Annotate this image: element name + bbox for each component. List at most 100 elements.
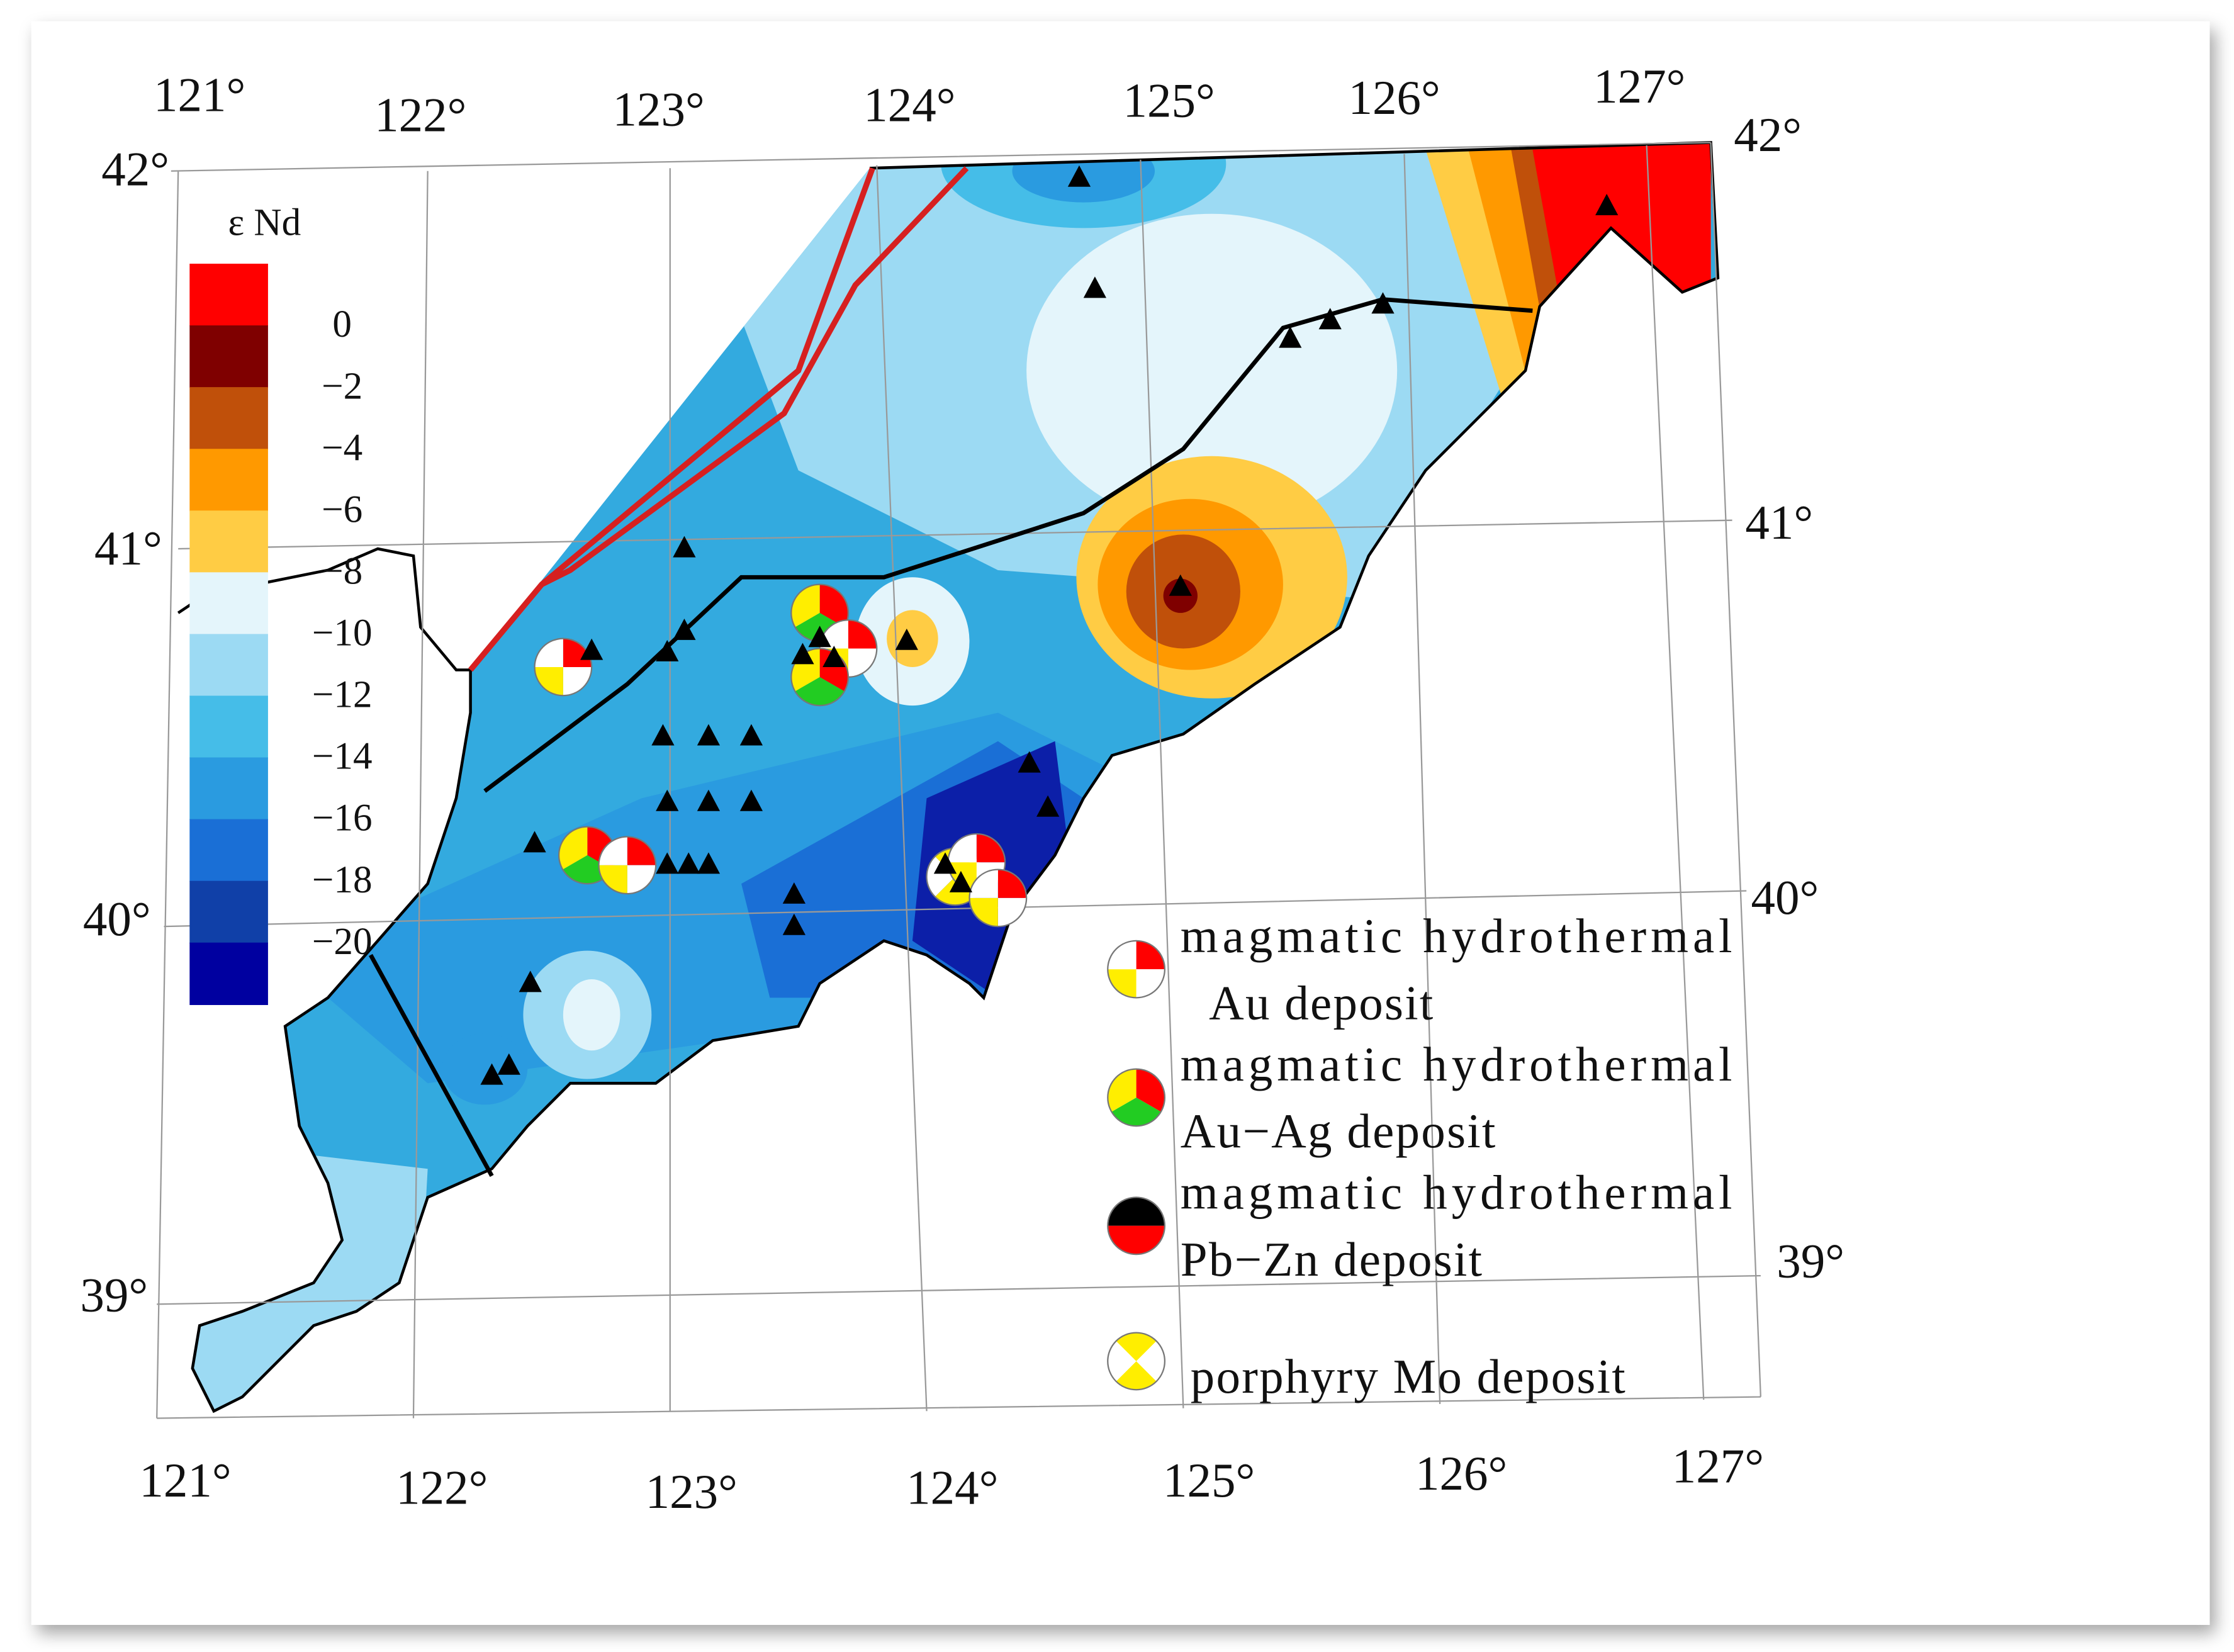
- lon-label: 125°: [1163, 1453, 1255, 1507]
- legend-text: magmatic hydrothermal: [1181, 1166, 1734, 1220]
- sample-site: [480, 1063, 503, 1085]
- lon-label: 122°: [374, 87, 466, 142]
- coastline: [191, 141, 1720, 1413]
- pie-sector: [563, 666, 592, 696]
- pie-sector: [1108, 1340, 1137, 1381]
- sample-site: [739, 724, 763, 746]
- sample-site: [791, 643, 814, 665]
- colorbar-label: −8: [322, 550, 362, 592]
- sample-site: [673, 536, 696, 558]
- lon-label: 127°: [1672, 1439, 1764, 1493]
- sample-site: [1371, 292, 1395, 314]
- sample-site: [1595, 194, 1619, 215]
- colorbar-label: −14: [312, 736, 373, 778]
- sample-site: [523, 831, 546, 853]
- lon-label: 126°: [1348, 70, 1440, 125]
- pie-sector: [534, 638, 563, 667]
- pie-sector: [969, 897, 998, 927]
- legend-text: magmatic hydrothermal: [1181, 1037, 1734, 1091]
- colorbar-label: −16: [312, 797, 373, 840]
- lon-label: 123°: [646, 1464, 738, 1519]
- pie-outline: [534, 638, 593, 697]
- colorbar-label: 0: [332, 303, 352, 346]
- sample-site: [1018, 751, 1041, 773]
- pie-outline: [790, 648, 850, 707]
- pie-sector: [1116, 1332, 1157, 1361]
- pie-sector: [997, 869, 1027, 898]
- pie-sector: [848, 648, 877, 677]
- lon-label: 127°: [1593, 59, 1685, 113]
- legend-text: magmatic hydrothermal: [1181, 909, 1734, 963]
- pie-outline: [1107, 940, 1166, 999]
- legend: magmatic hydrothermal Au deposit magmatic …: [1107, 909, 1734, 1403]
- colorbar-label: −12: [312, 674, 373, 716]
- lon-label: 122°: [396, 1460, 488, 1514]
- sample-site: [1036, 795, 1060, 817]
- colorbar-label: −2: [322, 365, 362, 407]
- pie-sector: [534, 666, 563, 696]
- pie-sector: [969, 869, 998, 898]
- lat-label: 41°: [94, 521, 162, 575]
- sample-site: [697, 852, 721, 874]
- pie-sector: [598, 836, 627, 865]
- pie-sector: [948, 833, 977, 863]
- pie-sector: [1136, 940, 1165, 970]
- colorbar-band: [189, 634, 268, 697]
- colorbar-label: −4: [322, 427, 362, 469]
- colorbar-band: [189, 757, 268, 820]
- legend-text: Pb−Zn deposit: [1181, 1232, 1483, 1286]
- lon-label: 124°: [863, 78, 955, 132]
- legend-text: Au deposit: [1209, 975, 1434, 1030]
- lon-label: 121°: [154, 68, 245, 122]
- colorbar-band: [189, 264, 268, 327]
- sample-site: [822, 645, 846, 667]
- sample-site: [782, 882, 805, 904]
- sample-site: [1318, 308, 1342, 330]
- lat-label: 41°: [1745, 495, 1813, 549]
- lat-label: 40°: [83, 892, 151, 946]
- lon-label: 126°: [1415, 1446, 1507, 1500]
- sample-site: [1067, 165, 1091, 187]
- pie-sector: [1136, 1340, 1165, 1381]
- sample-site: [656, 639, 679, 661]
- pie-sector: [627, 865, 656, 894]
- pie-sector: [1108, 1225, 1165, 1255]
- pie-outline: [1107, 1068, 1166, 1127]
- pie-outline: [598, 836, 657, 895]
- pie-sector: [795, 677, 845, 706]
- sample-site: [677, 852, 700, 874]
- sample-site: [697, 724, 721, 746]
- pie-outline: [1107, 1196, 1166, 1256]
- lon-label: 124°: [906, 1460, 998, 1514]
- colorbar-band: [189, 449, 268, 512]
- sample-site: [497, 1053, 520, 1075]
- pie-sector: [598, 865, 627, 894]
- lat-label: 39°: [80, 1268, 148, 1322]
- boundary-line: [369, 953, 494, 1177]
- fault: [468, 167, 875, 672]
- colorbar-label: −6: [322, 488, 362, 531]
- lon-label: 123°: [612, 82, 704, 136]
- pie-sector: [1108, 969, 1137, 998]
- lat-label: 42°: [1734, 108, 1802, 162]
- lat-label: 42°: [101, 142, 169, 196]
- pie-sector: [926, 856, 955, 897]
- sample-site: [673, 618, 696, 640]
- pie-sector: [627, 836, 656, 865]
- pie-sector: [1136, 969, 1165, 998]
- lon-label: 121°: [139, 1453, 231, 1507]
- colorbar-band: [189, 695, 268, 758]
- colorbar-title: ε Nd: [228, 202, 301, 244]
- colorbar-band: [189, 819, 268, 882]
- sample-site: [519, 970, 542, 992]
- colorbar-label: −10: [312, 612, 373, 655]
- lat-label: 40°: [1751, 870, 1819, 924]
- pie-sector: [1111, 1097, 1161, 1127]
- pie-sector: [1108, 1197, 1165, 1226]
- colorbar-band: [189, 387, 268, 450]
- legend-text: Au−Ag deposit: [1181, 1104, 1497, 1158]
- colorbar-band: [189, 880, 268, 943]
- pie-sector: [976, 833, 1006, 863]
